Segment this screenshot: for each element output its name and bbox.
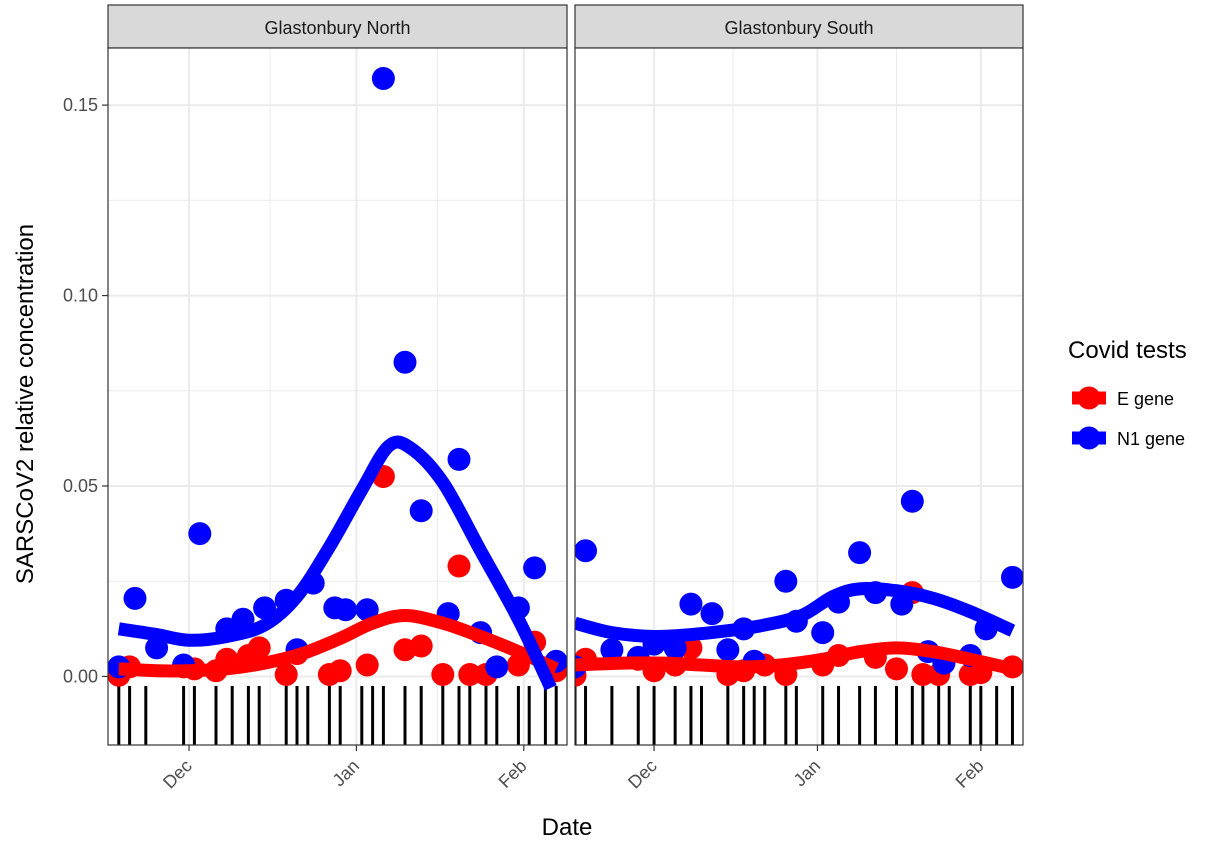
data-point (700, 602, 724, 626)
data-point (409, 634, 433, 658)
x-tick-label: Dec (159, 756, 196, 793)
smooth-line (118, 609, 559, 678)
legend-title: Covid tests (1068, 337, 1187, 364)
y-tick-label: 0.05 (63, 476, 98, 496)
y-tick-label: 0.10 (63, 286, 98, 306)
data-point (575, 539, 598, 563)
strip-background (574, 4, 1024, 49)
x-tick-label: Feb (952, 756, 988, 792)
data-point (188, 522, 212, 546)
strip-label: Glastonbury North (264, 18, 410, 38)
legend-entry: E gene (1072, 386, 1174, 410)
data-point (885, 657, 909, 681)
data-point (458, 663, 482, 687)
data-point (911, 663, 935, 687)
y-axis-title: SARSCoV2 relative concentration (12, 224, 39, 584)
legend-label: E gene (1117, 389, 1174, 409)
data-point (848, 541, 872, 565)
legend-label: N1 gene (1117, 429, 1185, 449)
data-point (1000, 565, 1023, 589)
panel-1: Glastonbury North Dec Jan Feb (107, 4, 568, 793)
data-point (774, 569, 798, 593)
y-tick-label: 0.00 (63, 666, 98, 686)
data-point (679, 636, 703, 660)
smooth-line (117, 435, 557, 691)
data-point (409, 499, 433, 523)
data-point (334, 598, 358, 622)
data-point (447, 447, 471, 471)
y-axis: 0.00 0.05 0.10 0.15 (63, 95, 108, 686)
data-point (355, 653, 379, 677)
strip-label: Glastonbury South (724, 18, 873, 38)
legend-entries: E gene N1 gene (1072, 386, 1185, 450)
y-tick-label: 0.15 (63, 95, 98, 115)
x-axis-title: Date (542, 814, 593, 841)
legend: Covid tests E gene N1 gene (1068, 337, 1187, 450)
legend-key-point (1077, 426, 1101, 450)
legend-key-point (1077, 386, 1101, 410)
panel-plot-area (108, 48, 567, 745)
data-point (274, 663, 298, 687)
legend-entry: N1 gene (1072, 426, 1185, 450)
data-point (811, 621, 835, 645)
data-point (431, 663, 455, 687)
data-point (328, 659, 352, 683)
x-tick-label: Dec (624, 756, 661, 793)
smooth-line (575, 582, 1016, 643)
data-point (247, 636, 271, 660)
data-point (523, 556, 547, 580)
data-point (600, 638, 624, 662)
data-point (485, 655, 509, 679)
data-point (447, 554, 471, 578)
panel-2: Glastonbury South Dec Jan Feb (574, 4, 1024, 793)
data-point (123, 586, 147, 610)
panel-border (574, 47, 1024, 746)
smooth-line (575, 641, 1014, 676)
strip-background (107, 4, 568, 49)
panel-plot-area (575, 48, 1023, 745)
data-point (355, 598, 379, 622)
x-tick-label: Jan (790, 756, 825, 791)
data-point (679, 592, 703, 616)
data-point (716, 638, 740, 662)
panel-border (107, 47, 568, 746)
data-point (393, 350, 417, 374)
data-point (371, 66, 395, 90)
x-tick-label: Jan (329, 756, 364, 791)
data-point (900, 489, 924, 513)
x-tick-label: Feb (495, 756, 531, 792)
